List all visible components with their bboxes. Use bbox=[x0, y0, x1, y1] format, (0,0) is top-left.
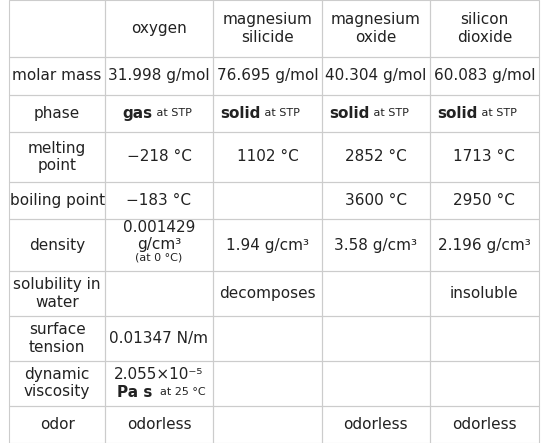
Bar bbox=[430, 219, 538, 271]
Bar bbox=[430, 406, 538, 443]
Bar bbox=[105, 271, 213, 316]
Text: odorless: odorless bbox=[127, 417, 191, 432]
Bar bbox=[430, 94, 538, 132]
Text: 1713 °C: 1713 °C bbox=[453, 149, 515, 164]
Text: surface
tension: surface tension bbox=[29, 322, 86, 355]
Bar bbox=[322, 361, 430, 406]
Bar bbox=[430, 182, 538, 219]
Text: at STP: at STP bbox=[478, 108, 517, 118]
Text: 1.94 g/cm³: 1.94 g/cm³ bbox=[226, 237, 309, 253]
Bar bbox=[105, 0, 213, 57]
Bar bbox=[105, 406, 213, 443]
Text: at STP: at STP bbox=[370, 108, 408, 118]
Text: 3.58 g/cm³: 3.58 g/cm³ bbox=[334, 237, 417, 253]
Text: solid: solid bbox=[329, 106, 370, 121]
Text: boiling point: boiling point bbox=[9, 193, 105, 208]
Bar bbox=[322, 316, 430, 361]
Bar bbox=[9, 94, 105, 132]
Text: 0.01347 N/m: 0.01347 N/m bbox=[109, 331, 209, 346]
Text: at STP: at STP bbox=[153, 108, 192, 118]
Text: oxygen: oxygen bbox=[131, 21, 187, 36]
Text: odor: odor bbox=[40, 417, 75, 432]
Text: −218 °C: −218 °C bbox=[127, 149, 192, 164]
Text: 3600 °C: 3600 °C bbox=[345, 193, 407, 208]
Text: odorless: odorless bbox=[452, 417, 517, 432]
Bar bbox=[430, 132, 538, 182]
Text: 0.001429
g/cm³: 0.001429 g/cm³ bbox=[123, 220, 195, 253]
Bar bbox=[213, 316, 322, 361]
Bar bbox=[9, 182, 105, 219]
Text: 2.055×10⁻⁵: 2.055×10⁻⁵ bbox=[114, 367, 204, 382]
Bar bbox=[430, 361, 538, 406]
Text: 76.695 g/mol: 76.695 g/mol bbox=[217, 68, 318, 83]
Bar bbox=[322, 57, 430, 94]
Text: decomposes: decomposes bbox=[219, 286, 316, 301]
Bar bbox=[213, 271, 322, 316]
Text: gas: gas bbox=[122, 106, 153, 121]
Text: magnesium
oxide: magnesium oxide bbox=[331, 12, 421, 45]
Text: insoluble: insoluble bbox=[450, 286, 519, 301]
Bar bbox=[213, 132, 322, 182]
Bar bbox=[213, 361, 322, 406]
Bar bbox=[9, 0, 105, 57]
Bar bbox=[213, 406, 322, 443]
Text: Pa s: Pa s bbox=[117, 385, 153, 400]
Text: 60.083 g/mol: 60.083 g/mol bbox=[434, 68, 535, 83]
Bar bbox=[105, 182, 213, 219]
Text: density: density bbox=[29, 237, 85, 253]
Bar bbox=[105, 361, 213, 406]
Text: magnesium
silicide: magnesium silicide bbox=[223, 12, 312, 45]
Bar bbox=[430, 0, 538, 57]
Text: (at 0 °C): (at 0 °C) bbox=[135, 253, 182, 263]
Bar bbox=[322, 94, 430, 132]
Bar bbox=[105, 132, 213, 182]
Text: at 25 °C: at 25 °C bbox=[153, 387, 205, 397]
Bar bbox=[322, 0, 430, 57]
Bar bbox=[9, 132, 105, 182]
Bar bbox=[213, 57, 322, 94]
Bar bbox=[213, 0, 322, 57]
Text: solid: solid bbox=[438, 106, 478, 121]
Bar bbox=[105, 94, 213, 132]
Bar bbox=[9, 316, 105, 361]
Bar bbox=[322, 132, 430, 182]
Text: 1102 °C: 1102 °C bbox=[236, 149, 298, 164]
Text: 31.998 g/mol: 31.998 g/mol bbox=[108, 68, 210, 83]
Text: molar mass: molar mass bbox=[13, 68, 102, 83]
Bar bbox=[322, 406, 430, 443]
Text: −183 °C: −183 °C bbox=[127, 193, 192, 208]
Bar bbox=[9, 219, 105, 271]
Bar bbox=[430, 316, 538, 361]
Text: 40.304 g/mol: 40.304 g/mol bbox=[325, 68, 426, 83]
Bar bbox=[430, 57, 538, 94]
Text: silicon
dioxide: silicon dioxide bbox=[456, 12, 512, 45]
Text: melting
point: melting point bbox=[28, 140, 86, 173]
Bar bbox=[322, 219, 430, 271]
Bar bbox=[213, 94, 322, 132]
Bar bbox=[105, 316, 213, 361]
Bar bbox=[9, 406, 105, 443]
Text: solid: solid bbox=[221, 106, 261, 121]
Bar bbox=[9, 57, 105, 94]
Text: at STP: at STP bbox=[261, 108, 300, 118]
Bar bbox=[9, 271, 105, 316]
Bar bbox=[322, 271, 430, 316]
Text: dynamic
viscosity: dynamic viscosity bbox=[24, 367, 90, 400]
Text: 2950 °C: 2950 °C bbox=[453, 193, 515, 208]
Bar bbox=[105, 57, 213, 94]
Bar bbox=[105, 219, 213, 271]
Text: 2852 °C: 2852 °C bbox=[345, 149, 407, 164]
Text: solubility in
water: solubility in water bbox=[13, 277, 101, 310]
Text: phase: phase bbox=[34, 106, 80, 121]
Bar bbox=[213, 219, 322, 271]
Text: odorless: odorless bbox=[343, 417, 408, 432]
Bar bbox=[322, 182, 430, 219]
Text: 2.196 g/cm³: 2.196 g/cm³ bbox=[438, 237, 531, 253]
Bar bbox=[213, 182, 322, 219]
Bar bbox=[9, 361, 105, 406]
Bar bbox=[430, 271, 538, 316]
